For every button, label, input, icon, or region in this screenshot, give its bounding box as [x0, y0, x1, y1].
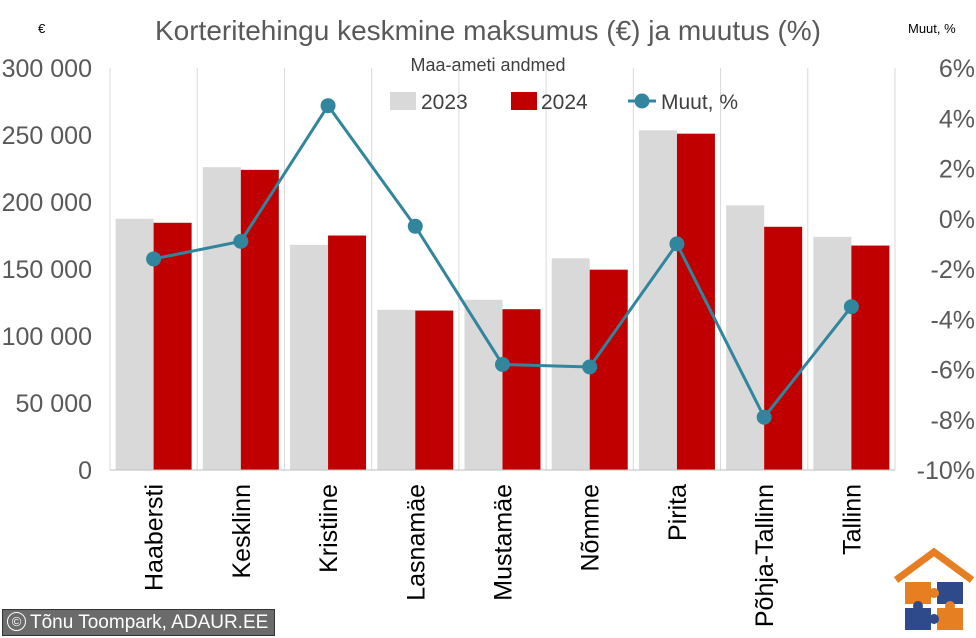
bar-2024 [328, 235, 367, 470]
change-point [233, 233, 249, 249]
x-category-label: Kesklinn [228, 484, 256, 579]
x-category-label: Kristiine [315, 484, 343, 573]
y-right-tick-label: 4% [939, 105, 975, 133]
vertical-gridlines [109, 68, 896, 470]
bars [115, 130, 890, 470]
bar-2024 [764, 226, 803, 470]
y-right-tick-label: 2% [939, 156, 975, 184]
legend-label-change: Muut, % [661, 91, 738, 114]
y-left-tick-label: 300 000 [2, 55, 92, 83]
x-category-label: Põhja-Tallinn [751, 484, 779, 627]
y-left-tick-label: 200 000 [2, 189, 92, 217]
chart-subtitle: Maa-ameti andmed [410, 55, 565, 75]
bar-2023 [290, 244, 329, 470]
copyright-text: Tõnu Toompark, ADAUR.EE [30, 612, 269, 633]
x-category-label: Haabersti [141, 484, 169, 591]
change-point [495, 356, 510, 372]
bar-2023 [377, 309, 416, 470]
right-axis-unit: Muut, % [908, 21, 956, 36]
bar-2024 [415, 310, 454, 470]
y-right-tick-label: -2% [931, 256, 975, 284]
x-category-label: Mustamäe [490, 484, 518, 601]
legend-label-2024: 2024 [541, 91, 588, 114]
legend-swatch-2023 [390, 92, 416, 110]
legend-marker-change [634, 93, 650, 109]
y-right-tick-labels: -10% -8% -6% -4% -2% 0% 2% 4% 6% [917, 55, 975, 485]
change-point [843, 299, 859, 315]
change-line [146, 98, 859, 425]
adaur-house-puzzle-logo [893, 547, 975, 630]
y-right-tick-label: -4% [931, 306, 975, 334]
x-category-label: Nõmme [577, 484, 605, 572]
y-right-tick-label: -6% [931, 357, 975, 385]
bar-2023 [638, 130, 677, 470]
bar-2024 [240, 169, 279, 470]
x-category-label: Lasnamäe [402, 484, 430, 601]
change-point [320, 98, 336, 114]
x-category-label: Tallinn [838, 484, 866, 555]
copyright-symbol: © [7, 612, 26, 631]
bar-2024 [851, 245, 890, 470]
bar-2023 [726, 205, 765, 470]
y-left-tick-label: 150 000 [2, 256, 92, 284]
legend: 2023 2024 Muut, % [390, 91, 738, 114]
bar-2024 [153, 222, 192, 470]
left-axis-unit: € [38, 21, 46, 36]
y-right-tick-label: -8% [931, 407, 975, 435]
x-category-labels: Haabersti Kesklinn Kristiine Lasnamäe Mustam… [141, 484, 867, 627]
chart-title: Korteritehingu keskmine maksumus (€) ja … [155, 15, 821, 46]
y-left-tick-label: 250 000 [2, 122, 92, 150]
y-left-tick-label: 0 [78, 457, 92, 485]
change-point [407, 218, 423, 234]
change-point [146, 251, 162, 267]
change-point [582, 359, 598, 375]
x-category-label: Pirita [664, 484, 692, 541]
change-point [756, 409, 772, 425]
copyright-badge: © Tõnu Toompark, ADAUR.EE [2, 609, 276, 636]
change-point [669, 236, 685, 252]
y-left-tick-label: 100 000 [2, 323, 92, 351]
bar-2024 [676, 133, 715, 470]
y-left-tick-label: 50 000 [16, 390, 92, 418]
y-right-tick-label: -10% [917, 457, 975, 485]
y-left-tick-labels: 0 50 000 100 000 150 000 200 000 250 000 300 0… [2, 55, 92, 485]
y-right-tick-label: 6% [939, 55, 975, 83]
legend-label-2023: 2023 [421, 91, 468, 114]
bar-2023 [202, 167, 241, 470]
legend-swatch-2024 [511, 92, 537, 110]
bar-2024 [502, 309, 541, 470]
y-right-tick-label: 0% [939, 206, 975, 234]
bar-2023 [464, 299, 503, 470]
bar-2023 [813, 236, 852, 470]
